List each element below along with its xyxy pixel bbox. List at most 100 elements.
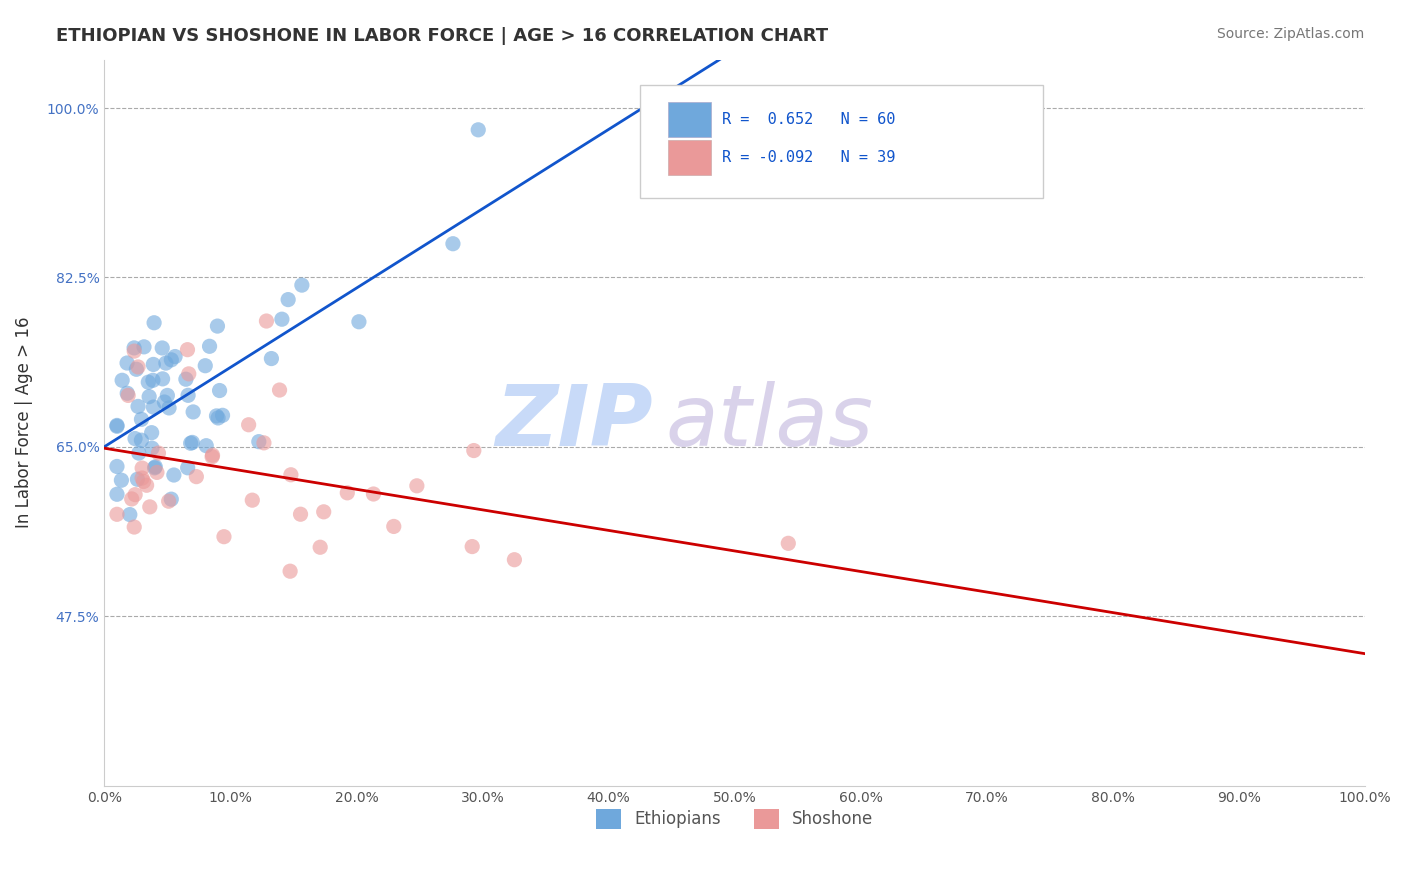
Point bbox=[155, 356, 177, 370]
Point bbox=[124, 488, 146, 502]
Point bbox=[105, 418, 128, 433]
Point bbox=[253, 435, 276, 450]
Point bbox=[461, 540, 484, 554]
Point bbox=[157, 494, 180, 508]
Point bbox=[405, 479, 427, 493]
Text: ETHIOPIAN VS SHOSHONE IN LABOR FORCE | AGE > 16 CORRELATION CHART: ETHIOPIAN VS SHOSHONE IN LABOR FORCE | A… bbox=[56, 27, 828, 45]
Point bbox=[163, 468, 186, 483]
Point bbox=[336, 486, 359, 500]
Point bbox=[142, 400, 165, 414]
Point bbox=[194, 359, 217, 373]
Point bbox=[156, 388, 179, 402]
Point bbox=[150, 341, 173, 355]
Point bbox=[270, 312, 292, 326]
Point bbox=[138, 390, 160, 404]
Point bbox=[181, 405, 204, 419]
Point bbox=[128, 446, 150, 460]
Legend: Ethiopians, Shoshone: Ethiopians, Shoshone bbox=[589, 802, 880, 836]
Point bbox=[118, 508, 141, 522]
Point bbox=[503, 552, 526, 566]
Point bbox=[117, 388, 139, 402]
Point bbox=[122, 341, 145, 355]
Point bbox=[153, 395, 176, 409]
Point bbox=[127, 472, 149, 486]
Text: atlas: atlas bbox=[665, 381, 873, 464]
Point bbox=[312, 505, 335, 519]
Point bbox=[132, 475, 155, 489]
Point bbox=[143, 461, 166, 475]
Point bbox=[207, 411, 229, 425]
Point bbox=[110, 473, 132, 487]
Text: R =  0.652   N = 60: R = 0.652 N = 60 bbox=[721, 112, 896, 128]
Point bbox=[105, 487, 128, 501]
Point bbox=[115, 386, 138, 401]
Point bbox=[152, 372, 174, 386]
Point bbox=[211, 409, 233, 423]
Point bbox=[105, 459, 128, 474]
Point bbox=[135, 478, 157, 492]
Point bbox=[463, 443, 485, 458]
Point bbox=[260, 351, 283, 366]
Point bbox=[143, 316, 166, 330]
Point bbox=[177, 388, 200, 402]
Point bbox=[256, 314, 278, 328]
Point bbox=[125, 362, 148, 376]
Point bbox=[201, 450, 224, 464]
Point bbox=[363, 487, 385, 501]
Point bbox=[208, 384, 231, 398]
Point bbox=[212, 530, 235, 544]
Point bbox=[382, 519, 405, 533]
Point bbox=[160, 352, 183, 367]
FancyBboxPatch shape bbox=[640, 85, 1043, 197]
Point bbox=[121, 491, 143, 506]
FancyBboxPatch shape bbox=[668, 103, 710, 137]
Point bbox=[269, 383, 291, 397]
Point bbox=[124, 432, 146, 446]
Point bbox=[143, 459, 166, 474]
Text: R = -0.092   N = 39: R = -0.092 N = 39 bbox=[721, 150, 896, 165]
Point bbox=[141, 441, 163, 455]
Point bbox=[278, 564, 301, 578]
Point bbox=[131, 434, 153, 448]
Point bbox=[198, 339, 221, 353]
Point bbox=[290, 507, 312, 521]
Point bbox=[441, 236, 464, 251]
Point bbox=[131, 471, 153, 485]
Point bbox=[136, 375, 159, 389]
Point bbox=[176, 343, 198, 357]
Point bbox=[165, 350, 187, 364]
Y-axis label: In Labor Force | Age > 16: In Labor Force | Age > 16 bbox=[15, 317, 32, 528]
Point bbox=[127, 400, 149, 414]
Point bbox=[115, 356, 138, 370]
Text: ZIP: ZIP bbox=[495, 381, 652, 464]
Point bbox=[177, 367, 200, 381]
Point bbox=[141, 425, 163, 440]
Point bbox=[347, 315, 370, 329]
Point bbox=[174, 372, 197, 386]
Point bbox=[186, 469, 208, 483]
Point bbox=[132, 340, 155, 354]
Point bbox=[146, 466, 169, 480]
Point bbox=[778, 536, 800, 550]
Point bbox=[111, 373, 134, 387]
Point bbox=[238, 417, 260, 432]
Point bbox=[247, 434, 270, 449]
Point bbox=[309, 541, 332, 555]
Point bbox=[291, 278, 314, 293]
Point bbox=[105, 419, 128, 434]
Point bbox=[195, 439, 218, 453]
Point bbox=[139, 500, 162, 514]
Text: Source: ZipAtlas.com: Source: ZipAtlas.com bbox=[1216, 27, 1364, 41]
Point bbox=[280, 467, 302, 482]
Point bbox=[148, 446, 170, 460]
Point bbox=[201, 448, 224, 462]
Point bbox=[240, 493, 263, 508]
Point bbox=[277, 293, 299, 307]
Point bbox=[181, 435, 204, 450]
Point bbox=[122, 520, 145, 534]
Point bbox=[131, 412, 153, 426]
Point bbox=[127, 359, 149, 374]
Point bbox=[157, 401, 180, 415]
Point bbox=[176, 460, 198, 475]
Point bbox=[467, 123, 489, 137]
